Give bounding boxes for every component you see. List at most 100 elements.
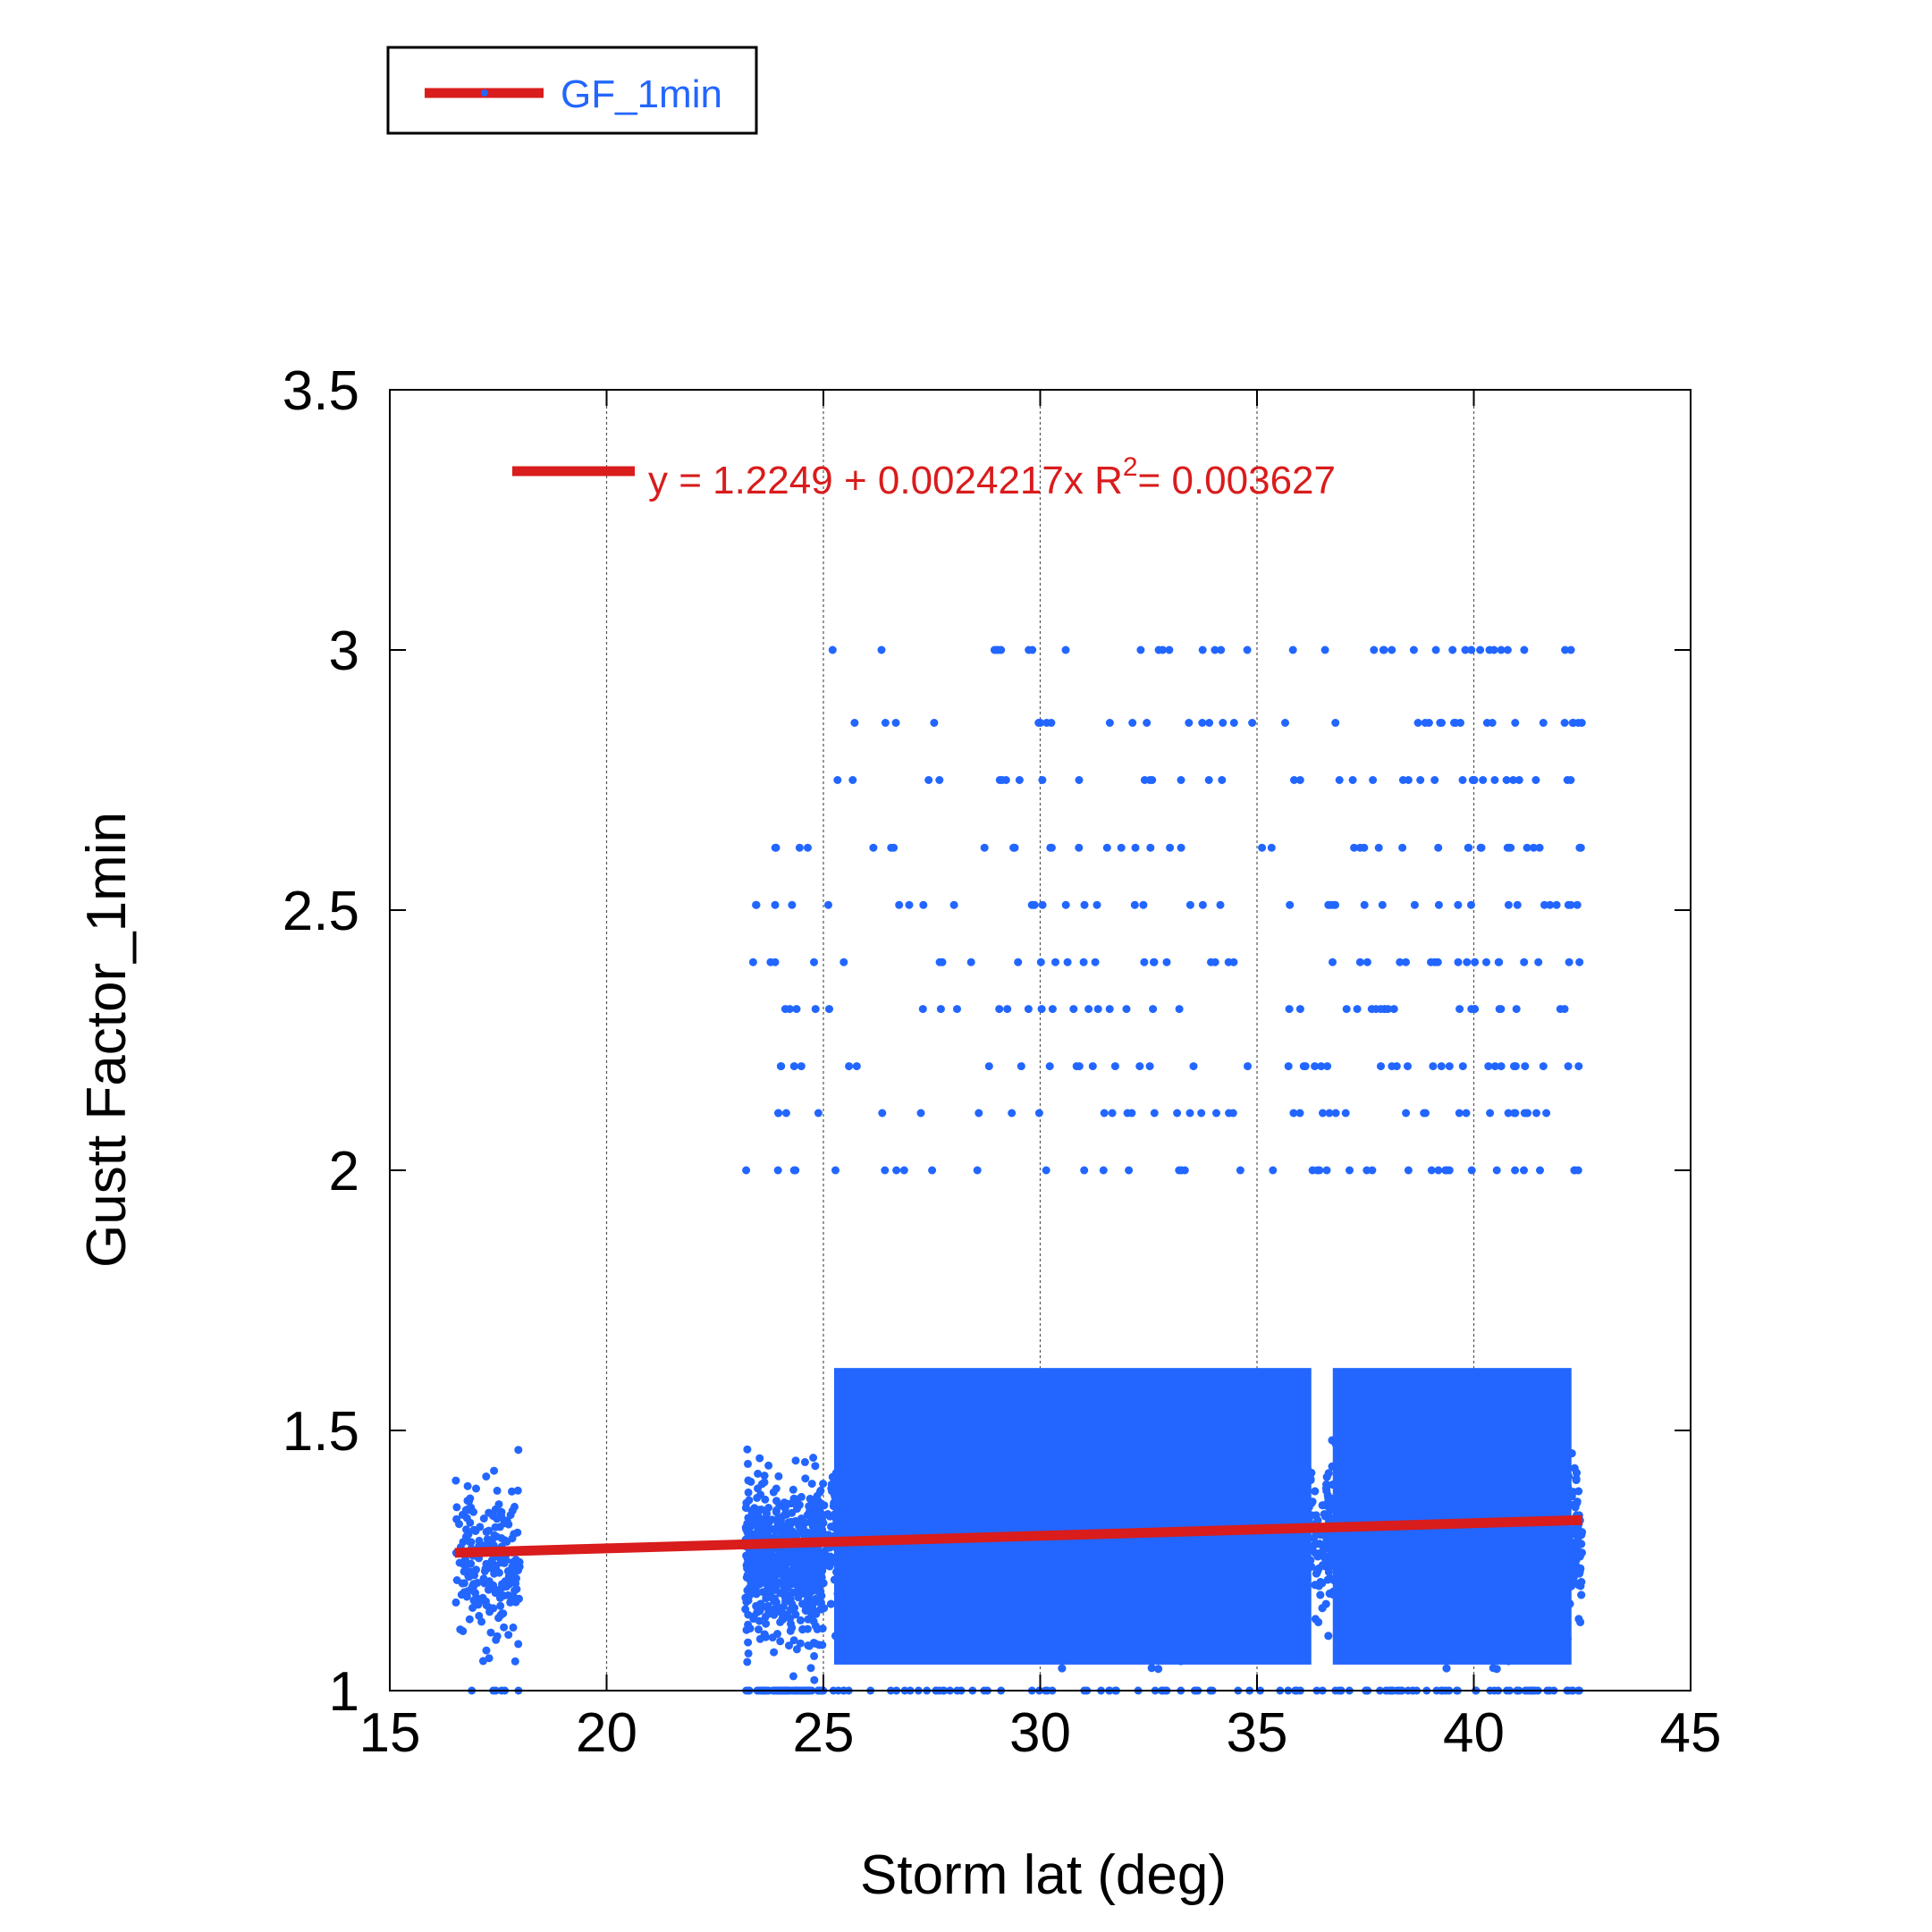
data-point-outlier [1295,1005,1304,1014]
data-point-outlier [1185,1109,1194,1118]
data-point [483,1535,492,1544]
data-point [762,1619,771,1628]
data-point-outlier [1236,1166,1244,1175]
data-point-outlier [774,1109,783,1118]
data-point-outlier [1219,719,1228,727]
data-point [496,1558,505,1567]
data-point-outlier [877,645,886,654]
data-point [745,1526,754,1535]
data-point-outlier [1269,1166,1278,1175]
data-point [806,1518,815,1527]
data-point-outlier [1149,1005,1158,1014]
data-point [465,1615,474,1624]
data-point-outlier [810,958,818,966]
data-point [482,1601,491,1609]
data-point-outlier [1177,776,1185,784]
data-point [742,1625,751,1634]
data-point-outlier [949,900,958,909]
data-point [777,1578,786,1587]
data-point [496,1601,505,1610]
data-point-outlier [1311,1062,1320,1071]
data-point [744,1488,753,1497]
data-point-outlier [1197,1109,1206,1118]
data-point [818,1514,826,1523]
data-point [780,1504,789,1513]
data-point [779,1590,788,1599]
data-point [801,1474,810,1483]
data-point [485,1654,494,1663]
data-point-outlier [776,1062,785,1071]
data-point-outlier [831,1166,839,1175]
data-point [755,1625,763,1634]
data-point-outlier [1042,1166,1050,1175]
data-point [773,1630,781,1638]
data-point-outlier [1308,1166,1317,1175]
data-point [455,1520,463,1529]
data-point [827,1599,835,1608]
data-point [461,1532,470,1541]
data-point [463,1560,472,1569]
data-point [789,1636,798,1645]
data-point-outlier [1069,1005,1078,1014]
data-point-outlier [1075,843,1084,852]
data-point-outlier [1205,719,1214,727]
data-point [809,1639,818,1647]
data-point [789,1485,797,1494]
data-point [796,1639,805,1648]
data-point [765,1516,774,1524]
data-point [490,1466,499,1475]
data-point-outlier [974,1109,983,1118]
data-point-outlier [1036,719,1045,727]
data-point-outlier [1003,1005,1012,1014]
data-point-outlier [995,1005,1004,1014]
data-point-outlier [795,843,804,852]
data-point [794,1576,803,1585]
data-point-outlier [828,645,837,654]
data-point-outlier [742,1166,751,1175]
data-point [744,1649,753,1658]
data-point [763,1509,771,1518]
data-point-outlier [781,1109,790,1118]
data-point-outlier [1258,843,1267,852]
data-point [744,1476,753,1485]
data-point-outlier [1207,958,1215,966]
data-point [800,1457,809,1466]
data-point [514,1446,523,1455]
data-point-outlier [773,1166,782,1175]
data-point [789,1565,797,1573]
data-point [753,1514,762,1523]
data-point-outlier [771,843,780,852]
data-point-outlier [1166,843,1175,852]
data-point [509,1623,518,1632]
data-point-outlier [1301,1062,1310,1071]
data-point-outlier [1284,1062,1293,1071]
data-point-outlier [804,843,812,852]
data-point [792,1645,801,1654]
data-point [776,1637,785,1646]
data-point-outlier [1180,1166,1189,1175]
data-point [756,1490,765,1499]
data-point [761,1612,770,1621]
data-point [807,1615,816,1624]
data-point [508,1487,516,1496]
data-point [741,1605,750,1614]
data-point [770,1648,779,1657]
data-point-outlier [1295,776,1304,784]
data-point [1311,1487,1320,1496]
data-point [760,1630,769,1639]
data-point [482,1472,491,1481]
data-point [745,1566,754,1575]
data-point-outlier [1212,1109,1220,1118]
data-point [463,1587,472,1596]
data-point [775,1551,784,1560]
data-point-outlier [890,843,899,852]
data-point [470,1595,479,1604]
data-point [791,1610,800,1619]
data-point-outlier [905,900,914,909]
data-point [760,1558,768,1567]
data-point-outlier [1130,900,1139,909]
data-point [506,1511,515,1520]
data-point [823,1553,832,1562]
data-point-outlier [1061,645,1070,654]
data-point [808,1607,817,1616]
